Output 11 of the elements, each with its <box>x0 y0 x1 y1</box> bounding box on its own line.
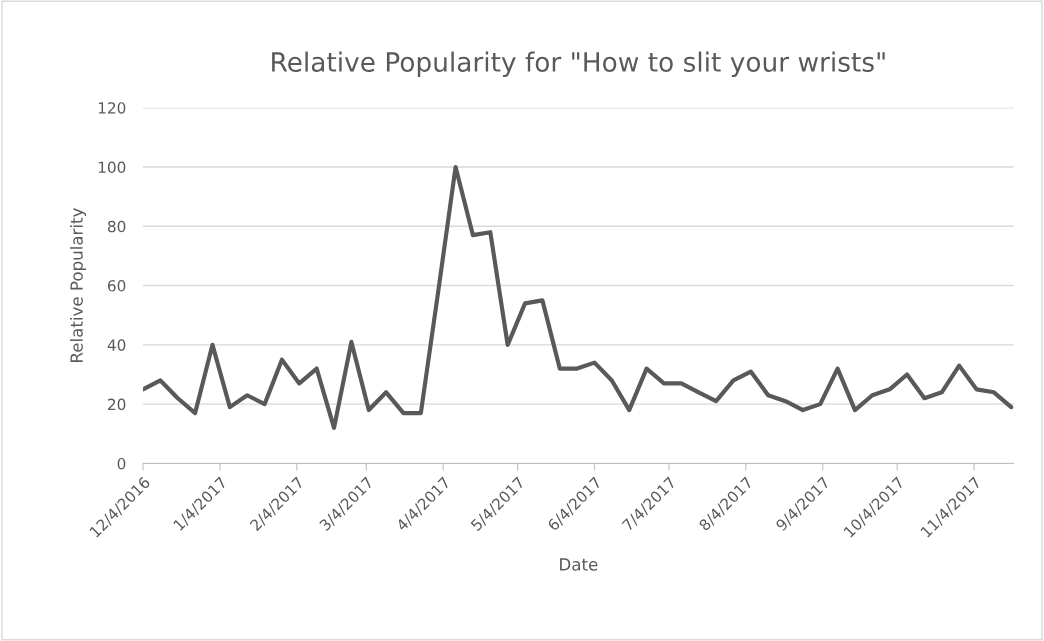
y-tick-label: 60 <box>107 280 126 292</box>
y-tick-label: 0 <box>117 457 126 470</box>
x-axis-title: Date <box>560 558 598 571</box>
y-tick-label: 20 <box>108 398 126 411</box>
line-series <box>143 164 1014 430</box>
y-tick-label: 100 <box>98 161 126 173</box>
y-tick-label: 40 <box>107 339 126 351</box>
y-tick-label: 120 <box>98 102 126 114</box>
chart-title: Relative Popularity for "How to slit your wrists" <box>272 51 885 78</box>
y-axis-title: Relative Popularity <box>69 208 87 362</box>
y-tick-label: 80 <box>107 220 126 233</box>
